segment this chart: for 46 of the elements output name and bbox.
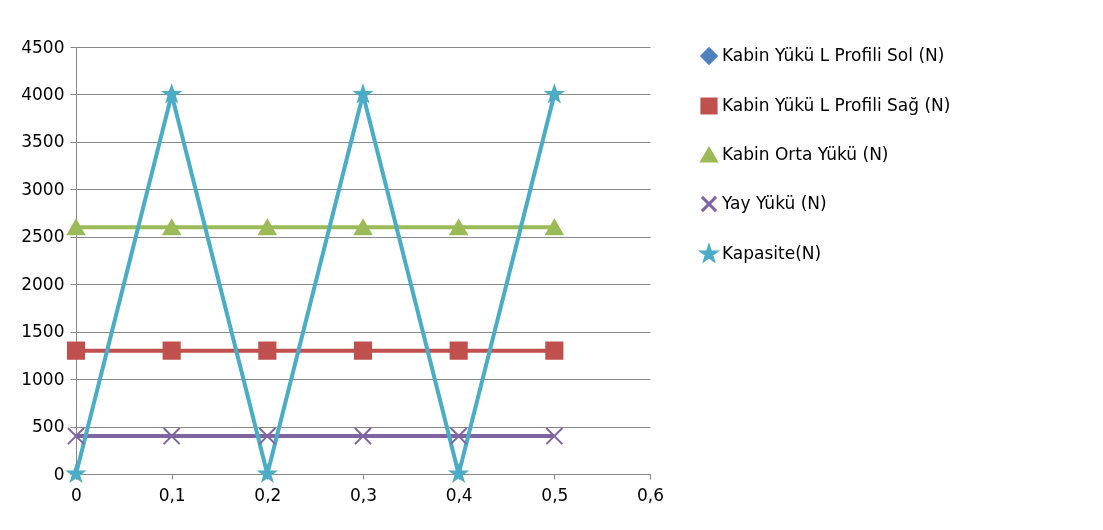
y-tick-label: 3000 <box>21 178 65 199</box>
point <box>258 341 277 360</box>
point <box>163 85 181 102</box>
point <box>449 426 468 446</box>
point <box>162 426 181 446</box>
y-tick-label: 4000 <box>21 83 65 104</box>
point <box>353 219 373 236</box>
point <box>67 464 85 482</box>
point <box>449 341 468 360</box>
point <box>449 219 468 236</box>
legend-label: Kabin Yükü L Profili Sağ (N) <box>722 95 951 115</box>
point <box>258 426 277 446</box>
x-tick-label: 0,1 <box>158 484 186 505</box>
y-tick-label: 2000 <box>21 273 65 294</box>
x-tick-label: 0,2 <box>254 484 282 505</box>
point <box>66 219 86 236</box>
y-tick-label: 3500 <box>21 131 65 152</box>
point <box>162 219 181 236</box>
point <box>258 219 277 236</box>
y-tick-label: 4500 <box>21 36 65 57</box>
point <box>66 426 86 446</box>
point <box>162 341 181 360</box>
point <box>354 85 372 102</box>
x-tick-label: 0,5 <box>541 484 569 505</box>
y-tick-label: 1500 <box>21 321 65 342</box>
legend-label: Kabin Orta Yükü (N) <box>722 144 889 164</box>
y-tick-label: 1000 <box>21 368 65 389</box>
point <box>258 464 276 482</box>
point <box>545 85 563 102</box>
legend-label: Kabin Yükü L Profili Sol (N) <box>722 45 945 65</box>
x-tick-label: 0,4 <box>445 484 473 505</box>
legend-label: Yay Yükü (N) <box>721 193 827 213</box>
point <box>66 341 86 360</box>
y-tick-label: 2500 <box>21 226 65 247</box>
point <box>545 426 564 446</box>
x-tick-label: 0,6 <box>636 484 665 505</box>
point <box>353 341 373 360</box>
x-tick-label: 0 <box>71 484 82 505</box>
x-tick-label: 0,3 <box>349 484 378 505</box>
point <box>450 464 468 482</box>
point <box>545 341 564 360</box>
y-tick-label: 500 <box>32 416 65 437</box>
point <box>545 219 564 236</box>
point <box>353 426 373 446</box>
legend-label: Kapasite(N) <box>722 243 822 263</box>
y-tick-label: 0 <box>53 463 65 484</box>
